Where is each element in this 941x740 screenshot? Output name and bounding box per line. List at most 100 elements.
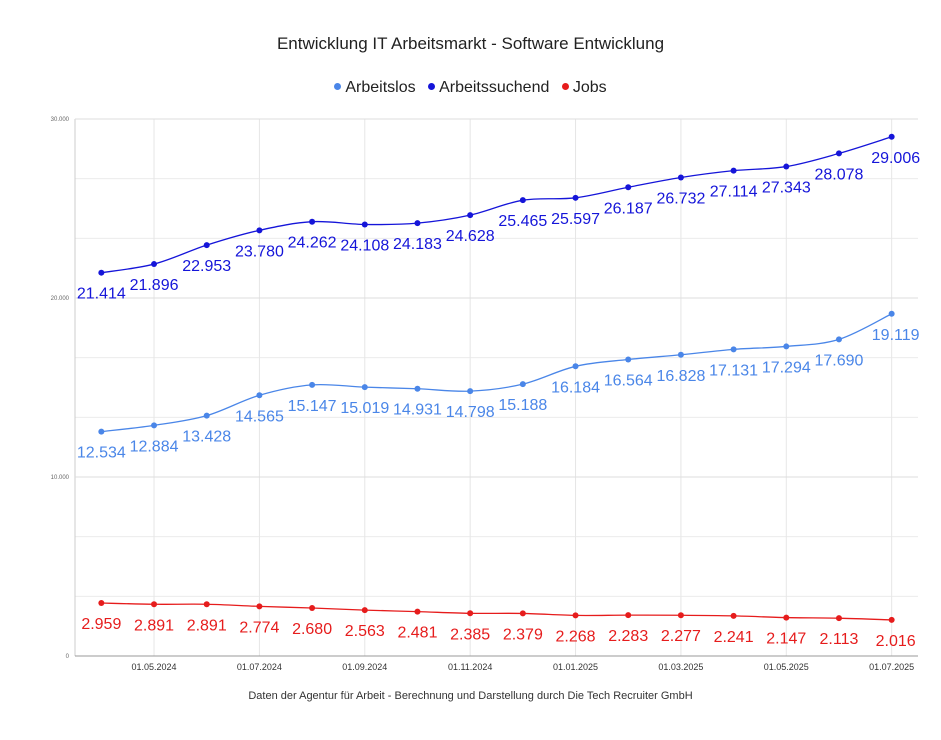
data-label-arbeitssuchend: 24.183 — [393, 236, 442, 253]
data-label-jobs: 2.283 — [608, 628, 648, 645]
data-label-jobs: 2.959 — [81, 616, 121, 633]
data-label-arbeitslos: 17.690 — [815, 352, 864, 369]
data-label-arbeitslos: 17.294 — [762, 359, 811, 376]
data-point-arbeitslos — [677, 351, 684, 358]
y-tick-label: 10.000 — [51, 475, 70, 481]
data-label-arbeitslos: 16.564 — [604, 373, 653, 390]
x-tick-label: 01.07.2024 — [237, 662, 282, 672]
data-point-arbeitssuchend — [151, 261, 158, 268]
data-label-arbeitssuchend: 21.896 — [130, 277, 179, 294]
series-line-jobs — [101, 602, 892, 621]
data-point-arbeitslos — [98, 428, 105, 435]
data-label-jobs: 2.563 — [345, 623, 385, 640]
data-point-arbeitssuchend — [677, 174, 684, 181]
legend-item-jobs: Jobs — [561, 79, 607, 97]
data-label-arbeitslos: 12.534 — [77, 445, 126, 462]
data-label-arbeitssuchend: 26.732 — [656, 190, 705, 207]
data-point-arbeitssuchend — [519, 197, 526, 204]
data-point-jobs — [888, 616, 895, 623]
x-tick-label: 01.09.2024 — [342, 662, 387, 672]
data-label-arbeitslos: 13.428 — [182, 429, 231, 446]
data-point-jobs — [203, 601, 210, 608]
data-point-arbeitssuchend — [783, 163, 790, 170]
data-label-jobs: 2.680 — [292, 621, 332, 638]
data-point-jobs — [309, 605, 316, 612]
data-point-jobs — [677, 612, 684, 619]
x-tick-label: 01.05.2025 — [764, 662, 809, 672]
data-point-arbeitssuchend — [414, 220, 421, 227]
y-tick-label: 0 — [66, 654, 70, 660]
source-note: Daten der Agentur für Arbeit - Berechnun… — [248, 690, 693, 702]
data-point-arbeitssuchend — [203, 242, 210, 249]
data-point-arbeitslos — [203, 412, 210, 419]
data-point-arbeitslos — [625, 356, 632, 363]
data-label-arbeitslos: 15.019 — [340, 400, 389, 417]
data-point-jobs — [151, 601, 158, 608]
series-line-arbeitslos — [101, 313, 892, 433]
data-label-arbeitssuchend: 28.078 — [815, 166, 864, 183]
data-point-arbeitslos — [309, 381, 316, 388]
chart-title: Entwicklung IT Arbeitsmarkt - Software E… — [276, 34, 665, 53]
x-tick-label: 01.11.2024 — [448, 662, 492, 672]
data-point-arbeitssuchend — [730, 167, 737, 174]
data-label-arbeitssuchend: 27.114 — [710, 184, 758, 201]
data-point-arbeitssuchend — [888, 133, 895, 140]
data-point-arbeitslos — [361, 384, 368, 391]
data-label-jobs: 2.774 — [239, 619, 279, 636]
data-point-jobs — [467, 610, 474, 617]
data-label-arbeitssuchend: 23.780 — [235, 243, 284, 260]
data-label-jobs: 2.481 — [397, 625, 437, 642]
data-point-jobs — [414, 608, 421, 615]
data-point-arbeitssuchend — [309, 218, 316, 225]
data-point-jobs — [625, 612, 632, 619]
data-label-arbeitssuchend: 24.262 — [288, 235, 337, 252]
data-label-arbeitslos: 17.131 — [709, 362, 758, 379]
data-label-arbeitslos: 12.884 — [130, 438, 179, 455]
data-point-arbeitssuchend — [98, 269, 105, 276]
data-point-arbeitslos — [835, 336, 842, 343]
data-label-arbeitslos: 15.147 — [288, 398, 337, 415]
legend: Arbeitslos Arbeitssuchend Jobs — [0, 79, 941, 97]
data-point-arbeitssuchend — [572, 194, 579, 201]
data-point-arbeitslos — [730, 346, 737, 353]
data-label-arbeitssuchend: 27.343 — [762, 180, 811, 197]
x-tick-label: 01.05.2024 — [132, 662, 177, 672]
data-point-jobs — [98, 600, 105, 607]
x-tick-label: 01.01.2025 — [553, 662, 598, 672]
data-point-arbeitssuchend — [467, 212, 474, 219]
y-tick-label: 30.000 — [51, 117, 70, 123]
data-label-arbeitssuchend: 24.108 — [340, 237, 389, 254]
y-tick-label: 20.000 — [51, 296, 70, 302]
data-label-arbeitssuchend: 22.953 — [182, 258, 231, 275]
data-point-arbeitslos — [414, 385, 421, 392]
data-label-jobs: 2.268 — [556, 628, 596, 645]
data-point-arbeitslos — [151, 422, 158, 429]
legend-label-jobs: Jobs — [572, 79, 607, 96]
data-label-jobs: 2.891 — [187, 617, 227, 634]
data-point-jobs — [361, 607, 368, 614]
data-label-jobs: 2.385 — [450, 626, 490, 643]
data-label-jobs: 2.113 — [820, 631, 859, 648]
data-point-jobs — [572, 612, 579, 619]
legend-marker-arbeitslos — [334, 83, 342, 91]
data-label-arbeitslos: 15.188 — [498, 397, 547, 414]
data-point-jobs — [730, 612, 737, 619]
legend-item-arbeitslos: Arbeitslos — [334, 79, 416, 97]
x-tick-label: 01.03.2025 — [658, 662, 703, 672]
data-label-arbeitssuchend: 29.006 — [871, 150, 920, 167]
data-point-arbeitslos — [572, 363, 579, 370]
data-point-arbeitslos — [519, 381, 526, 388]
data-label-arbeitssuchend: 25.465 — [498, 213, 547, 230]
data-point-arbeitssuchend — [625, 184, 632, 191]
data-label-arbeitssuchend: 24.628 — [446, 228, 495, 245]
data-point-arbeitslos — [467, 388, 474, 395]
data-point-arbeitslos — [256, 392, 263, 399]
data-point-jobs — [835, 615, 842, 622]
legend-item-arbeitssuchend: Arbeitssuchend — [428, 79, 549, 97]
data-label-jobs: 2.379 — [503, 626, 543, 643]
data-label-arbeitslos: 14.565 — [235, 408, 284, 425]
legend-label-arbeitslos: Arbeitslos — [345, 79, 416, 96]
data-label-arbeitslos: 14.798 — [446, 404, 495, 421]
